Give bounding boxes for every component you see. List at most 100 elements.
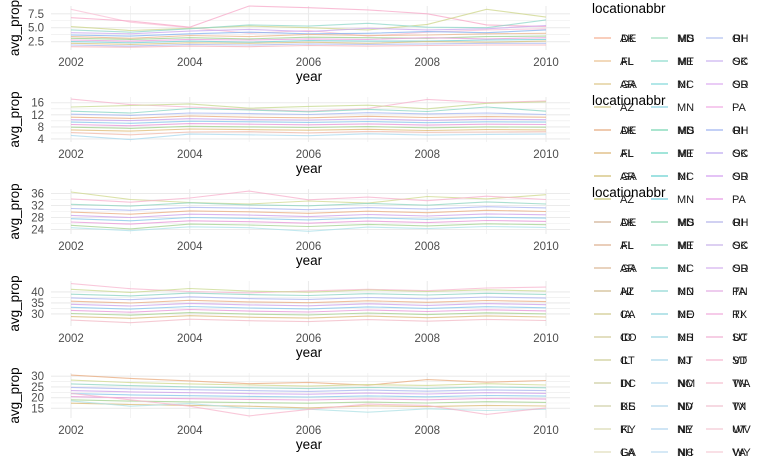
y-axis-title: avg_prop [7,183,22,239]
legend-label: MI [677,79,689,91]
series-line-1 [70,283,547,294]
series-line-11 [70,40,547,45]
legend-label-overprint: IL [621,355,630,367]
y-tick-label: 35 [31,298,44,310]
legend-label: AR [620,263,635,275]
series-line-11 [70,130,547,136]
legend-label: MI [677,263,689,275]
legend-label-overprint: IA [621,309,632,321]
y-tick-label: 36 [31,189,44,201]
series-line-5 [70,299,547,304]
legend-label: AL [620,148,633,160]
legend-label-overprint: FL [621,148,634,160]
series-line-8 [70,308,547,313]
legend-label-overprint: NE [678,309,693,321]
x-tick-label: 2004 [177,149,203,161]
y-tick-label: 2.5 [28,37,44,49]
legend-label-overprint: KY [621,424,636,436]
legend-label-overprint: ND [678,286,694,298]
x-tick-label: 2002 [58,57,84,69]
legend-label: OR [732,263,749,275]
panel-1: 2.5 5.0 7.5 2002 2004 2006 2008 2010 year avg_pro… [7,0,570,84]
legend-label-overprint: RI [733,33,744,45]
legend-label: ME [677,240,694,252]
series-line-4 [70,112,547,116]
x-tick-label: 2010 [533,333,559,345]
series-line-3 [70,292,547,297]
legend-label: TN [732,378,747,390]
x-tick-label: 2008 [414,333,440,345]
series-line-7 [70,120,547,124]
legend-label: FL [620,424,633,436]
legend-label-overprint: MS [678,33,695,45]
series-line-3 [70,383,547,390]
series-line-11 [70,392,547,417]
series-line-7 [70,32,547,39]
legend-label: PA [732,194,747,206]
x-tick-label: 2006 [296,425,322,437]
legend-label: RI [732,309,743,321]
legend-3: locationabbrAKDEALFLARGAAZHICAIACOIDCTIL… [592,185,751,459]
series-line-5 [70,24,547,35]
y-tick-label: 30 [31,309,44,321]
legend-label-overprint: NC [678,447,694,459]
legend-label-overprint: SC [733,148,748,160]
y-tick-label: 12 [31,110,44,122]
legend-label-overprint: NM [678,378,695,390]
series-line-13 [70,44,546,48]
legend-label-overprint: KS [621,401,636,413]
series-line-2 [70,190,547,203]
series-line-7 [70,396,547,401]
legend-label: MI [677,171,689,183]
x-tick-label: 2008 [414,425,440,437]
y-tick-label: 25 [31,382,44,394]
y-axis-title: avg_prop [7,367,22,423]
legend-label-overprint: MS [678,125,695,137]
series-line-8 [70,35,547,40]
series-line-7 [70,216,547,222]
x-tick-label: 2008 [414,149,440,161]
legend-label: MT [677,355,693,367]
x-axis-title: year [296,161,323,176]
legend-label-overprint: FL [621,240,634,252]
legend-label-overprint: NJ [678,355,691,367]
legend-label-overprint: UT [733,332,748,344]
legend-label: OH [732,33,749,45]
x-tick-label: 2008 [414,241,440,253]
legend-label: NH [677,447,693,459]
legend-label-overprint: NV [678,401,694,413]
legend-label-overprint: NC [678,263,694,275]
legend-label: MD [677,217,694,229]
legend-label: GA [620,447,637,459]
legend-label-overprint: MT [678,148,694,160]
y-tick-label: 5.0 [28,23,44,35]
legend-label-overprint: DE [621,217,636,229]
legend-label-overprint: NC [678,171,694,183]
legend-label-overprint: SC [733,56,748,68]
legend-label: MD [677,125,694,137]
legend-label-overprint: WI [733,401,746,413]
legend-label-overprint: NC [678,79,694,91]
legend-label: AZ [620,102,634,114]
series-line-9 [70,312,547,316]
legend-label: DC [620,378,636,390]
x-tick-label: 2010 [533,241,559,253]
legend-label-overprint: SD [733,263,748,275]
legend-label-overprint: MS [678,217,695,229]
legend-label-overprint: NH [678,332,694,344]
legend-label: AK [620,125,635,137]
y-tick-label: 8 [38,122,44,134]
legend-label: MD [677,33,694,45]
legend-label: PA [732,286,747,298]
legend-label: ND [677,401,693,413]
legend-label: AR [620,171,635,183]
legend-label: MN [677,194,694,206]
series-line-12 [70,42,546,47]
x-tick-label: 2004 [177,57,203,69]
legend-label: DE [620,401,635,413]
legend-label: MN [677,102,694,114]
